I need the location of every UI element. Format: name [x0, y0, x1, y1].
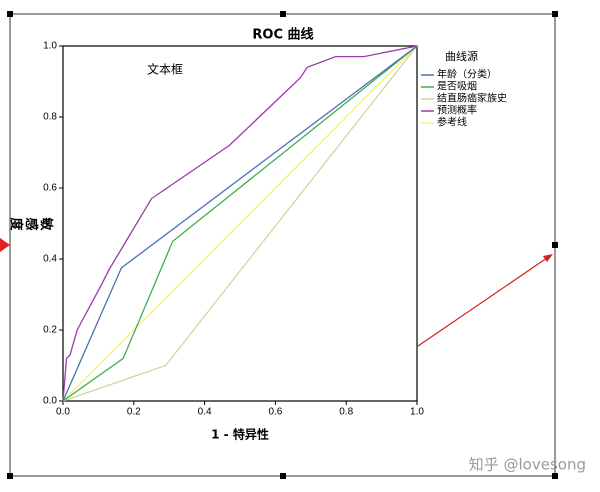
legend-label: 结直肠癌家族史	[437, 92, 507, 105]
handle[interactable]	[7, 11, 13, 17]
resize-handles[interactable]	[7, 11, 558, 479]
left-arrow	[0, 238, 10, 252]
handle[interactable]	[280, 473, 286, 479]
red-arrowhead	[543, 254, 553, 262]
y-tick-label: 0.4	[43, 254, 57, 265]
red-arrow	[417, 257, 548, 347]
x-tick-label: 0.8	[339, 407, 353, 418]
chart-title: ROC 曲线	[252, 27, 313, 43]
legend-title: 曲线源	[445, 49, 478, 63]
legend-label: 预测概率	[437, 104, 477, 117]
watermark: 知乎 @lovesong	[469, 456, 586, 474]
y-tick-label: 0.2	[43, 325, 57, 336]
legend-label: 是否吸烟	[437, 80, 477, 93]
x-tick-label: 0.6	[268, 407, 282, 418]
handle[interactable]	[280, 11, 286, 17]
x-axis-label: 1 - 特异性	[211, 427, 269, 442]
y-tick-label: 1.0	[43, 41, 57, 52]
x-tick-label: 1.0	[410, 407, 424, 418]
handle[interactable]	[7, 473, 13, 479]
handle[interactable]	[552, 11, 558, 17]
y-tick-label: 0.6	[43, 183, 57, 194]
y-axis-label: 敏感度	[9, 215, 55, 232]
legend-label: 参考线	[437, 116, 467, 129]
x-tick-label: 0.0	[56, 407, 70, 418]
legend-label: 年龄（分类）	[437, 68, 497, 81]
y-tick-label: 0.8	[43, 112, 57, 123]
roc-line	[62, 45, 418, 402]
x-tick-label: 0.4	[198, 407, 212, 418]
roc-line	[62, 45, 418, 402]
roc-line	[62, 45, 418, 402]
y-tick-label: 0.0	[43, 396, 57, 407]
handle[interactable]	[552, 473, 558, 479]
roc-line	[62, 45, 418, 402]
roc-line	[62, 45, 418, 402]
text-box[interactable]: 文本框	[147, 62, 183, 77]
handle[interactable]	[552, 242, 558, 248]
x-tick-label: 0.2	[127, 407, 141, 418]
